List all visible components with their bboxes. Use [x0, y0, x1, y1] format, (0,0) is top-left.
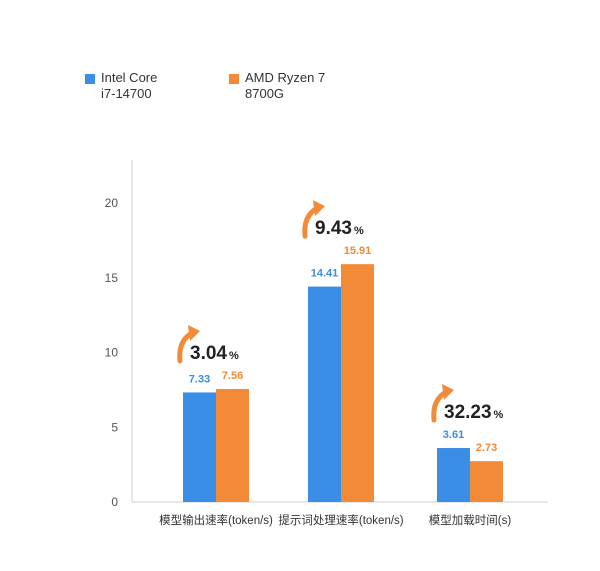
bar-value-label: 7.56 [222, 370, 243, 382]
legend-swatch-amd [229, 74, 239, 84]
y-tick-label: 0 [111, 495, 118, 509]
bar-value-label: 14.41 [311, 268, 339, 280]
legend-label-intel-line1: Intel Core [101, 70, 158, 85]
bar-amd [470, 461, 503, 502]
legend-label-amd-line1: AMD Ryzen 7 [245, 70, 326, 85]
percent-value: 32.23 [444, 402, 492, 423]
increase-arrowhead-icon [313, 200, 325, 217]
legend-label-amd: AMD Ryzen 7 8700G [245, 70, 335, 102]
percent-unit: % [229, 350, 239, 362]
bar-value-label: 3.61 [443, 429, 464, 441]
y-tick-label: 5 [111, 420, 118, 434]
bar-value-label: 7.33 [189, 373, 210, 385]
y-tick-label: 20 [105, 196, 119, 210]
legend-item-intel: Intel Core i7-14700 [85, 70, 191, 102]
percent-annotation: 3.04% [190, 343, 239, 364]
x-category-label: 提示词处理速率(token/s) [278, 513, 403, 527]
bar-value-label: 2.73 [476, 442, 497, 454]
legend-label-amd-line2: 8700G [245, 86, 285, 101]
legend-label-intel-line2: i7-14700 [101, 86, 152, 101]
bar-amd [216, 388, 249, 502]
percent-unit: % [494, 409, 504, 421]
legend-label-intel: Intel Core i7-14700 [101, 70, 191, 102]
percent-value: 3.04 [190, 343, 227, 364]
bar-amd [341, 264, 374, 502]
bar-intel [183, 392, 216, 502]
bar-intel [308, 286, 341, 502]
percent-annotation: 32.23% [444, 402, 504, 423]
x-category-label: 模型输出速率(token/s) [159, 513, 273, 527]
y-tick-label: 10 [105, 346, 119, 360]
x-category-label: 模型加载时间(s) [429, 513, 512, 527]
bar-intel [437, 448, 470, 502]
legend-item-amd: AMD Ryzen 7 8700G [229, 70, 335, 102]
legend: Intel Core i7-14700 AMD Ryzen 7 8700G [85, 70, 335, 102]
increase-arrowhead-icon [442, 384, 454, 401]
legend-swatch-intel [85, 74, 95, 84]
increase-arrowhead-icon [188, 324, 200, 341]
bar-value-label: 15.91 [344, 245, 372, 257]
y-tick-label: 15 [105, 271, 119, 285]
percent-annotation: 9.43% [315, 218, 364, 239]
percent-value: 9.43 [315, 218, 352, 239]
percent-unit: % [354, 225, 364, 237]
